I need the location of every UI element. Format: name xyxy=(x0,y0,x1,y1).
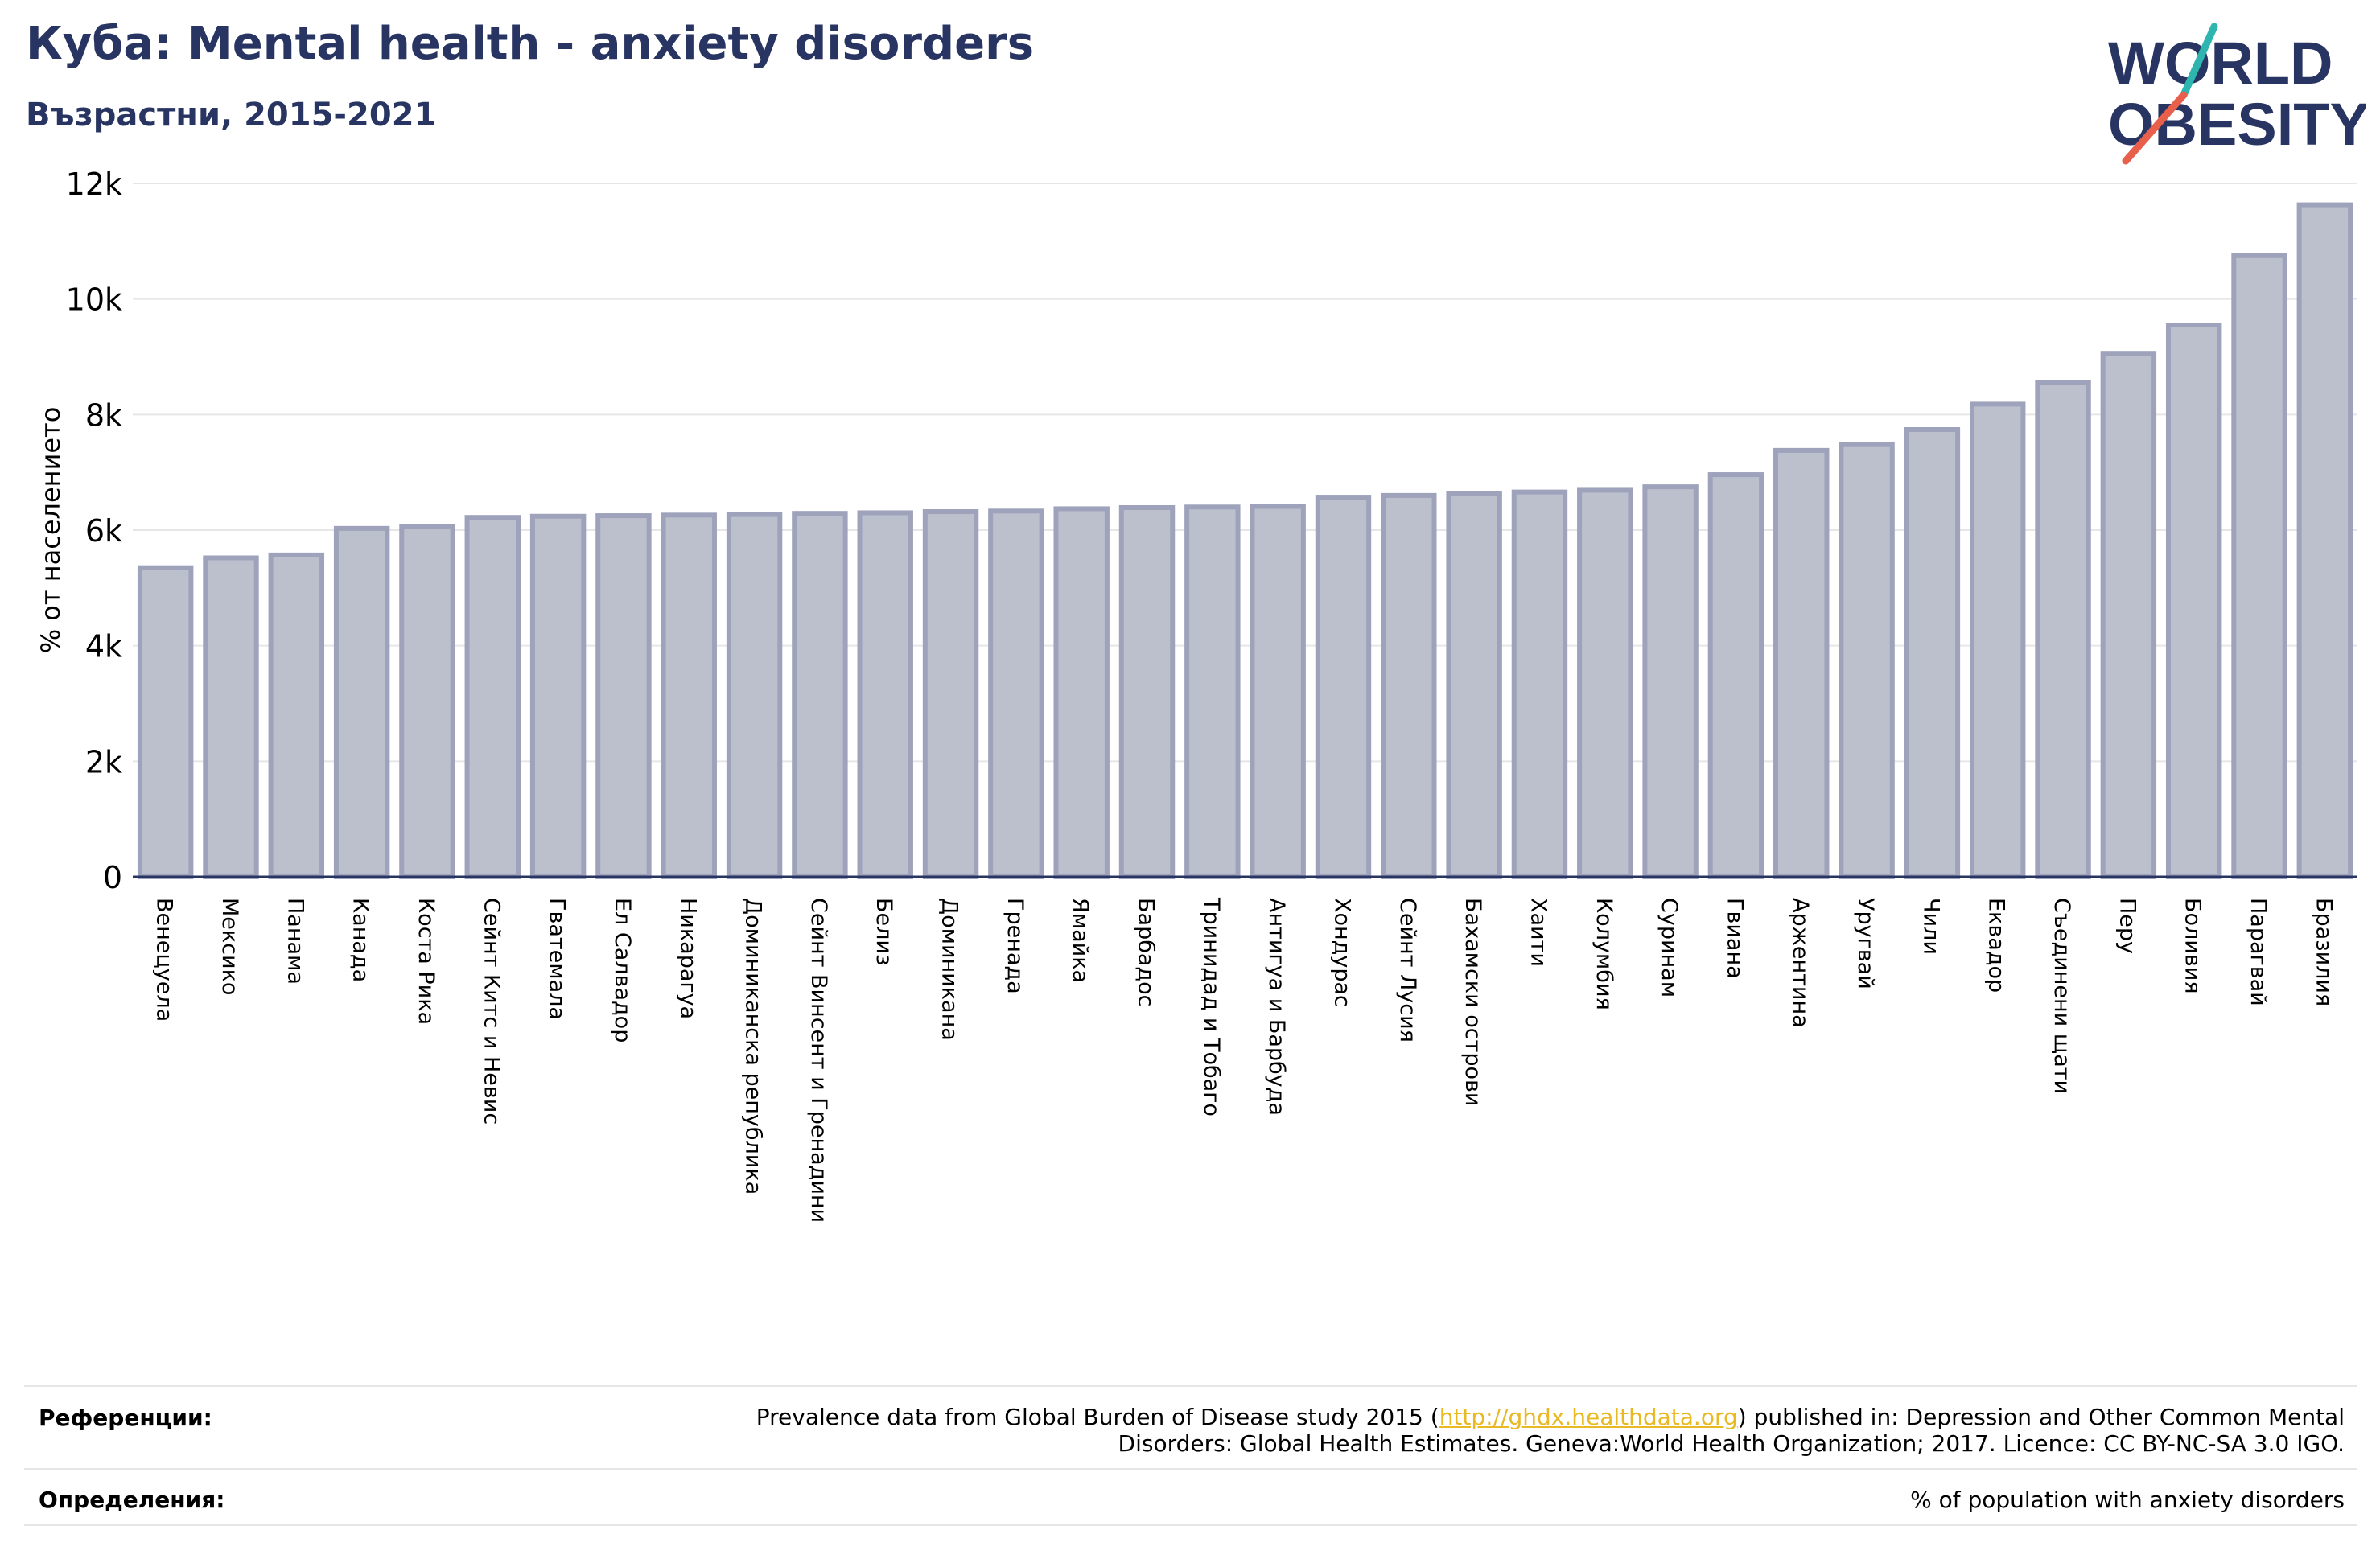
definitions-label: Определения: xyxy=(39,1487,225,1513)
x-tick-label: Суринам xyxy=(1657,898,1682,997)
world-obesity-logo: WORLD OBESITY xyxy=(2108,23,2366,165)
bar xyxy=(1904,427,1961,879)
x-tick-label: Гвиана xyxy=(1722,898,1747,979)
bar xyxy=(792,511,848,879)
bar xyxy=(1773,447,1830,879)
chart-title: Куба: Mental health - anxiety disorders xyxy=(26,18,1035,70)
x-tick-label: Мексико xyxy=(217,898,242,995)
bar xyxy=(922,509,979,879)
x-tick-label: Сейнт Китс и Невис xyxy=(479,898,504,1125)
bar xyxy=(1118,504,1176,879)
bar xyxy=(1446,491,1502,879)
definitions-text: % of population with anxiety disorders xyxy=(1910,1487,2345,1513)
x-tick-label: Никарагуа xyxy=(675,898,700,1019)
bar xyxy=(1381,492,1437,880)
bar xyxy=(1250,504,1306,879)
logo-slash-red xyxy=(2122,91,2188,165)
x-tick-label: Барбадос xyxy=(1134,898,1159,1006)
bar xyxy=(1839,442,1895,879)
references-text-after: ) published in: Depression and Other Com… xyxy=(1737,1404,2345,1430)
x-tick-label: Панама xyxy=(282,898,307,985)
bar xyxy=(1315,495,1372,879)
references-text-before: Prevalence data from Global Burden of Di… xyxy=(756,1404,1439,1430)
bar xyxy=(1053,506,1110,880)
y-axis-label: % от населението xyxy=(35,407,66,654)
x-tick-label: Хондурас xyxy=(1329,898,1354,1007)
divider-middle xyxy=(24,1468,2357,1470)
x-tick-label: Перу xyxy=(2114,898,2139,954)
bar xyxy=(203,555,259,879)
y-tick-label: 0 xyxy=(103,860,122,895)
x-tick-label: Бахамски острови xyxy=(1460,898,1485,1106)
x-tick-label: Гватемала xyxy=(545,898,570,1020)
bar xyxy=(726,512,783,879)
bar xyxy=(2100,351,2157,879)
bar xyxy=(857,510,913,879)
bar xyxy=(661,512,717,879)
bar xyxy=(2165,322,2222,880)
bar xyxy=(1184,504,1241,879)
y-tick-label: 6k xyxy=(85,513,122,549)
divider-top xyxy=(24,1385,2357,1387)
logo-line1: WORLD xyxy=(2108,30,2333,97)
bar xyxy=(1642,484,1699,879)
y-tick-label: 12k xyxy=(66,167,122,202)
x-tick-label: Гренада xyxy=(1003,898,1027,994)
x-tick-label: Аржентина xyxy=(1788,898,1813,1028)
x-tick-label: Съединени щати xyxy=(2049,898,2074,1094)
references-text: Prevalence data from Global Burden of Di… xyxy=(756,1404,2345,1457)
bar xyxy=(595,513,652,880)
bar xyxy=(1970,401,2026,879)
bar xyxy=(988,508,1044,879)
x-tick-label: Еквадор xyxy=(1984,898,2009,993)
bar xyxy=(464,515,521,879)
bar xyxy=(1511,489,1568,880)
bar-chart: 0 2k 4k 6k 8k 10k 12k % от населението Венецуела… xyxy=(35,167,2357,1223)
x-tick-label: Боливия xyxy=(2180,898,2205,994)
bar xyxy=(2296,202,2353,880)
x-tick-label: Антигуа и Барбуда xyxy=(1264,898,1289,1116)
x-tick-label: Колумбия xyxy=(1591,898,1616,1010)
x-tick-label: Ямайка xyxy=(1068,898,1093,983)
x-tick-label: Венецуела xyxy=(152,898,177,1022)
bar xyxy=(268,552,325,879)
divider-bottom xyxy=(24,1524,2357,1526)
x-tick-label: Доминиканска република xyxy=(741,898,766,1195)
y-tick-label: 8k xyxy=(85,397,122,433)
x-tick-label: Бразилия xyxy=(2311,898,2336,1006)
bar xyxy=(1707,472,1764,879)
x-tick-label: Хаити xyxy=(1526,898,1550,967)
x-tick-label: Сейнт Винсент и Гренадини xyxy=(806,898,831,1223)
bar xyxy=(137,565,194,879)
y-tick-label: 4k xyxy=(85,629,122,664)
references-label: Референции: xyxy=(39,1405,212,1431)
y-tick-label: 10k xyxy=(66,282,122,318)
x-tick-label: Уругвай xyxy=(1853,898,1878,989)
x-tick-label: Канада xyxy=(348,898,373,982)
x-tick-label: Парагвай xyxy=(2246,898,2271,1006)
y-tick-label: 2k xyxy=(85,744,122,779)
bar xyxy=(333,525,390,879)
x-tick-label: Ел Салвадор xyxy=(610,898,635,1043)
references-link[interactable]: http://ghdx.healthdata.org xyxy=(1439,1404,1738,1430)
x-tick-label: Чили xyxy=(1918,898,1943,955)
logo-slash-teal xyxy=(2180,23,2218,99)
bar xyxy=(529,513,587,879)
x-tick-label: Белиз xyxy=(871,898,896,965)
x-tick-label: Доминикана xyxy=(937,898,962,1041)
chart-subtitle: Възрастни, 2015-2021 xyxy=(26,97,437,134)
references-line2: Disorders: Global Health Estimates. Gene… xyxy=(1118,1430,2345,1457)
x-tick-label: Коста Рика xyxy=(414,898,439,1025)
bar xyxy=(2231,253,2287,879)
bar xyxy=(2035,380,2091,879)
x-tick-label: Сейнт Лусия xyxy=(1395,898,1420,1043)
bar xyxy=(1577,487,1633,879)
logo-line2: OBESITY xyxy=(2108,91,2366,158)
x-tick-label: Тринидад и Тобаго xyxy=(1199,897,1224,1117)
bar xyxy=(399,524,455,879)
